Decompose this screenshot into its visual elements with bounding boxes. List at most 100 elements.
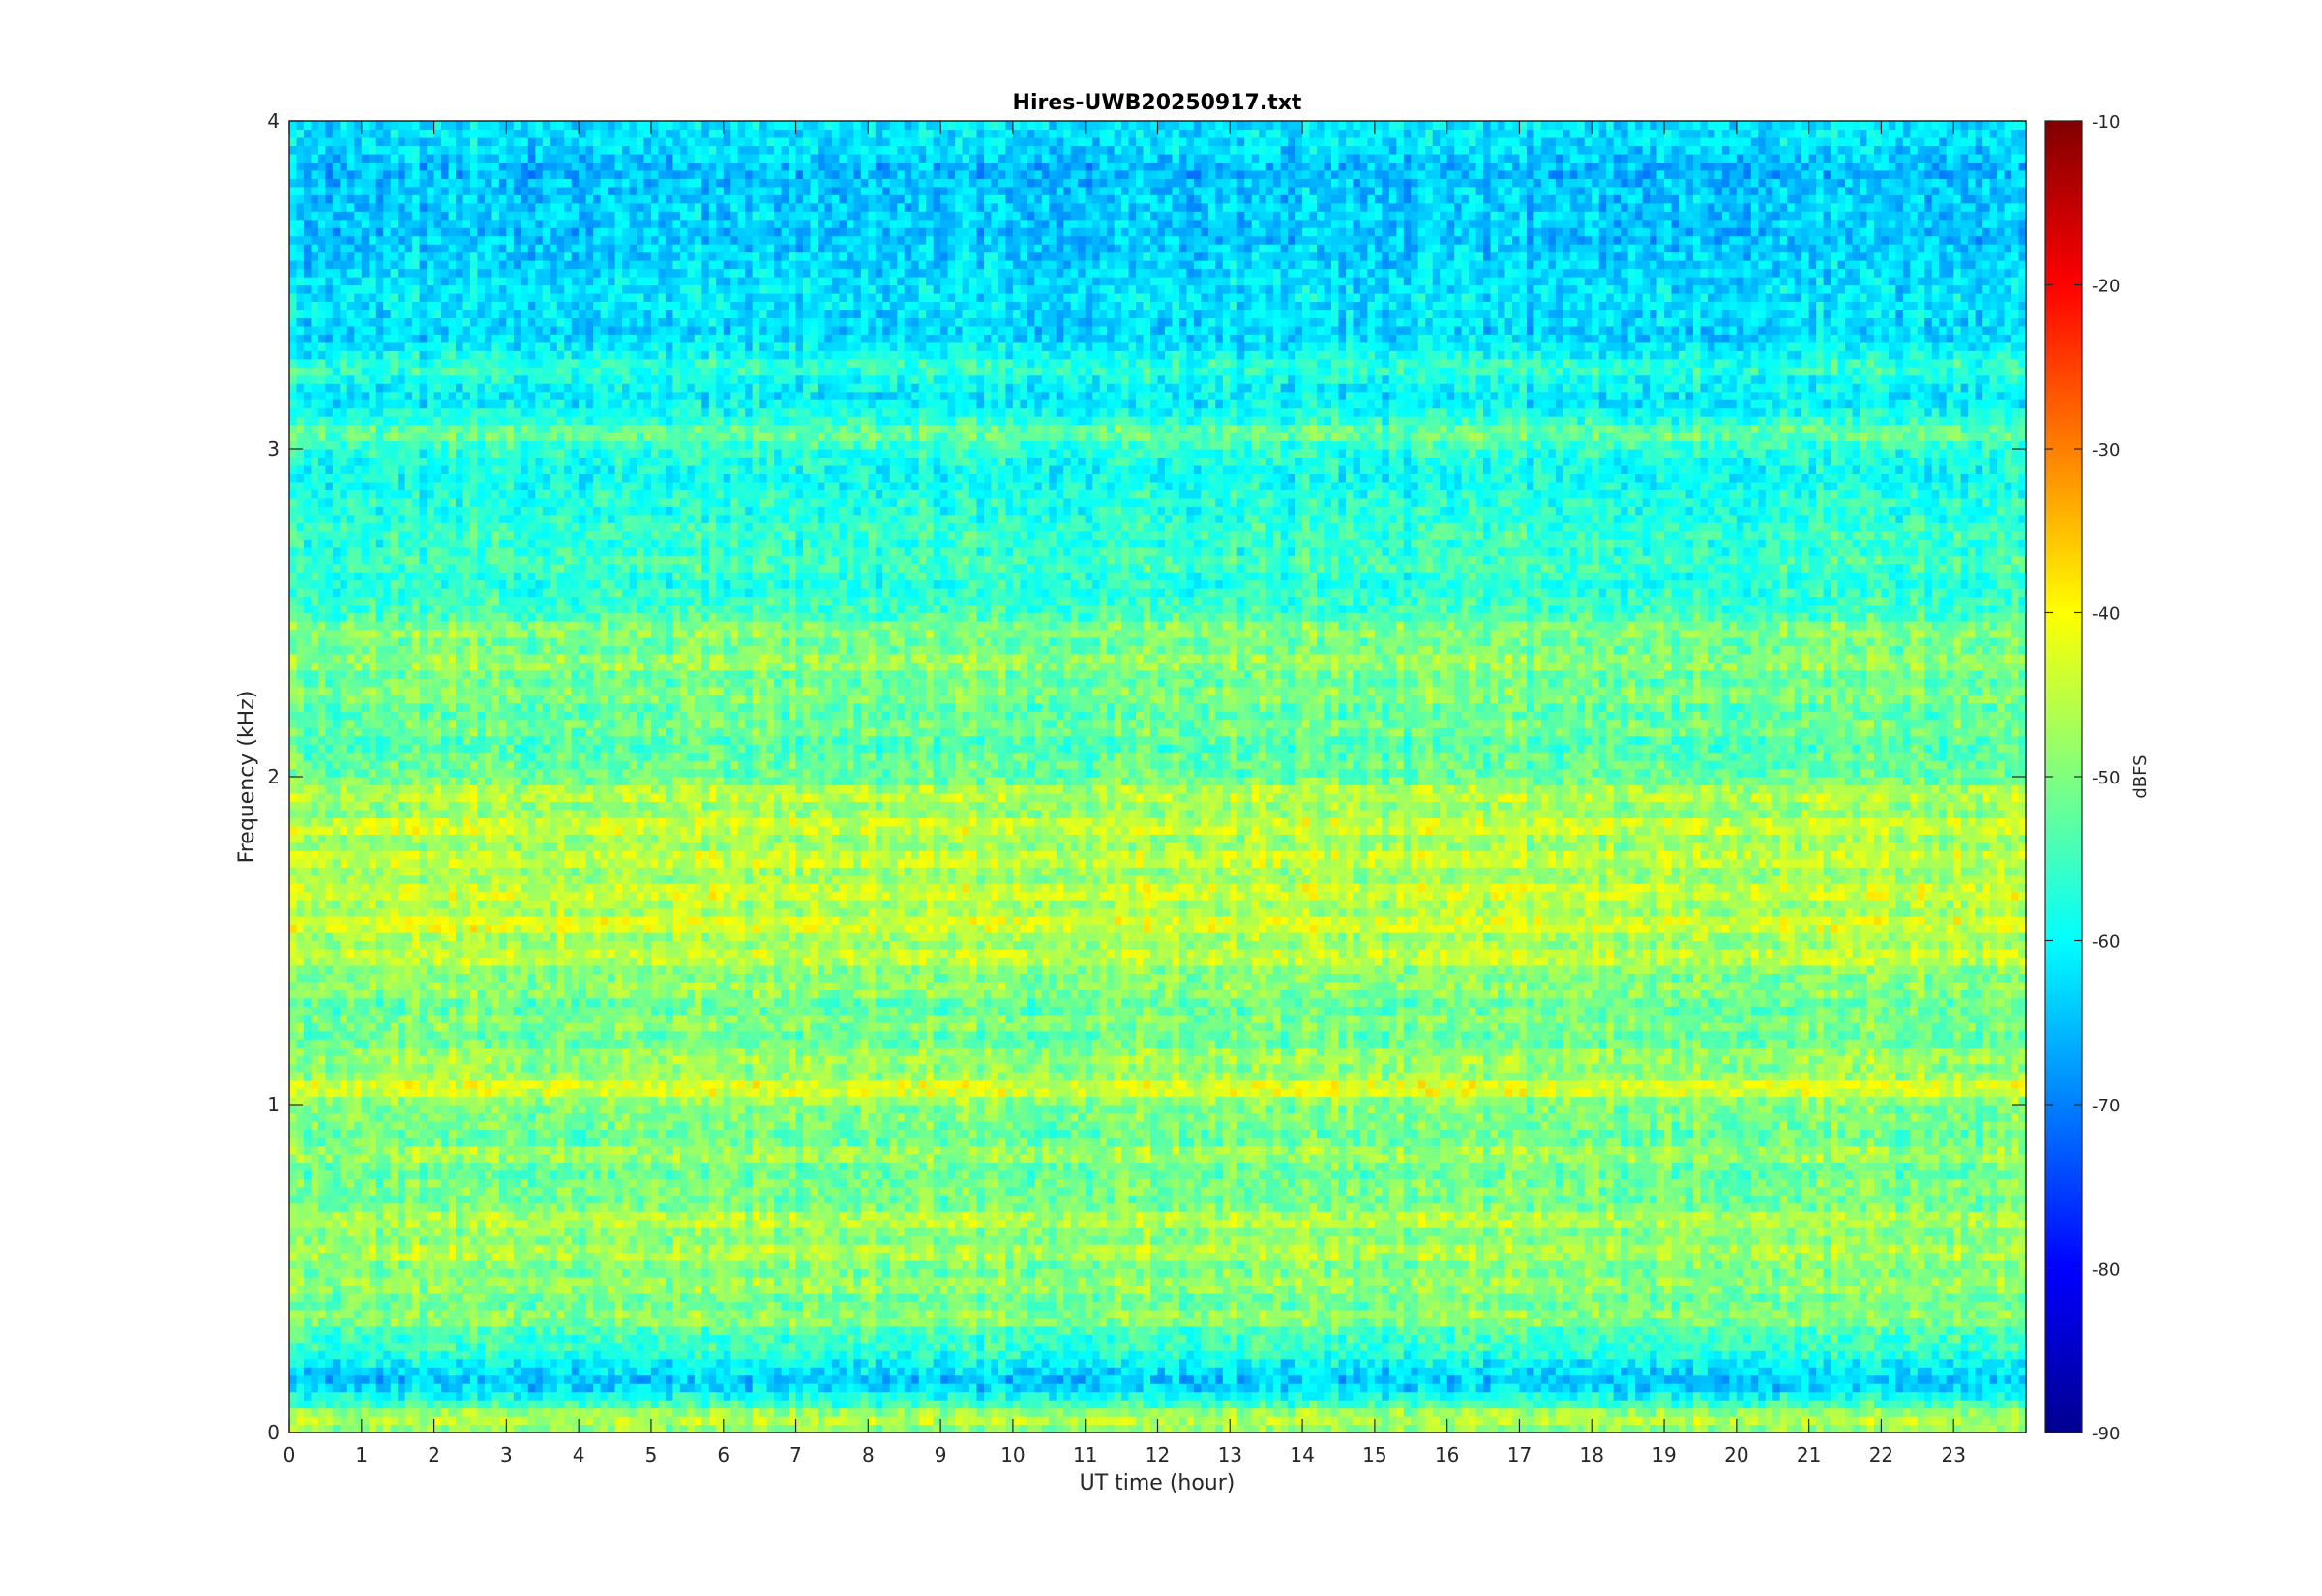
heatmap-cell — [333, 1408, 341, 1417]
heatmap-cell — [325, 1162, 333, 1170]
heatmap-cell — [318, 1277, 326, 1286]
heatmap-cell — [325, 1055, 333, 1064]
heatmap-cell — [289, 129, 297, 137]
heatmap-cell — [304, 670, 312, 679]
heatmap-cell — [325, 194, 333, 203]
heatmap-cell — [304, 932, 312, 941]
heatmap-cell — [304, 1055, 312, 1064]
heatmap-cell — [325, 637, 333, 646]
heatmap-cell — [304, 1408, 312, 1417]
heatmap-cell — [318, 465, 326, 474]
heatmap-cell — [311, 769, 318, 778]
heatmap-cell — [318, 473, 326, 482]
heatmap-cell — [340, 1285, 347, 1293]
heatmap-cell — [289, 227, 297, 236]
heatmap-cell — [325, 1326, 333, 1335]
heatmap-cell — [296, 998, 304, 1007]
heatmap-cell — [325, 572, 333, 580]
heatmap-cell — [333, 1425, 341, 1433]
heatmap-cell — [296, 1170, 304, 1179]
heatmap-cell — [296, 317, 304, 326]
heatmap-cell — [311, 425, 318, 433]
heatmap-cell — [318, 1162, 326, 1170]
heatmap-cell — [333, 900, 341, 908]
heatmap-cell — [296, 826, 304, 835]
heatmap-cell — [325, 654, 333, 663]
heatmap-cell — [296, 1408, 304, 1417]
heatmap-cell — [325, 727, 333, 736]
heatmap-cell — [325, 588, 333, 597]
heatmap-cell — [325, 220, 333, 228]
heatmap-cell — [289, 867, 297, 875]
heatmap-cell — [296, 1006, 304, 1015]
heatmap-cell — [325, 178, 333, 187]
heatmap-cell — [318, 489, 326, 498]
heatmap-cell — [311, 580, 318, 589]
heatmap-cell — [296, 555, 304, 564]
heatmap-cell — [304, 555, 312, 564]
heatmap-cell — [333, 678, 341, 687]
heatmap-cell — [318, 1195, 326, 1203]
heatmap-cell — [311, 350, 318, 359]
heatmap-cell — [333, 1088, 341, 1097]
heatmap-cell — [340, 1326, 347, 1335]
heatmap-cell — [311, 1138, 318, 1146]
heatmap-cell — [318, 1129, 326, 1138]
heatmap-cell — [325, 621, 333, 630]
heatmap-cell — [311, 727, 318, 736]
heatmap-cell — [325, 129, 333, 137]
heatmap-cell — [311, 875, 318, 884]
heatmap-cell — [311, 892, 318, 901]
heatmap-cell — [296, 1072, 304, 1080]
heatmap-cell — [304, 1211, 312, 1220]
heatmap-cell — [304, 801, 312, 810]
heatmap-cell — [289, 900, 297, 908]
heatmap-cell — [304, 892, 312, 901]
heatmap-cell — [289, 392, 297, 400]
heatmap-cell — [333, 703, 341, 712]
heatmap-cell — [304, 982, 312, 990]
heatmap-cell — [289, 908, 297, 917]
heatmap-cell — [296, 220, 304, 228]
heatmap-cell — [318, 260, 326, 269]
heatmap-cell — [289, 408, 297, 417]
heatmap-cell — [340, 1293, 347, 1302]
heatmap-cell — [325, 1097, 333, 1106]
heatmap-cell — [311, 187, 318, 195]
heatmap-cell — [311, 1310, 318, 1318]
heatmap-cell — [325, 784, 333, 793]
heatmap-cell — [318, 449, 326, 458]
heatmap-cell — [325, 1244, 333, 1253]
heatmap-cell — [325, 457, 333, 465]
heatmap-cell — [318, 801, 326, 810]
heatmap-cell — [333, 695, 341, 703]
heatmap-cell — [296, 1367, 304, 1375]
heatmap-cell — [318, 900, 326, 908]
heatmap-cell — [296, 670, 304, 679]
heatmap-cell — [296, 211, 304, 220]
heatmap-cell — [340, 1112, 347, 1121]
heatmap-cell — [296, 1375, 304, 1384]
heatmap-cell — [296, 1022, 304, 1031]
heatmap-cell — [318, 949, 326, 958]
heatmap-cell — [325, 489, 333, 498]
heatmap-cell — [333, 1203, 341, 1212]
heatmap-cell — [296, 383, 304, 392]
heatmap-cell — [311, 1343, 318, 1351]
heatmap-cell — [289, 760, 297, 769]
heatmap-cell — [289, 654, 297, 663]
heatmap-cell — [318, 727, 326, 736]
heatmap-cell — [304, 317, 312, 326]
heatmap-cell — [304, 1293, 312, 1302]
heatmap-cell — [296, 1277, 304, 1286]
heatmap-cell — [289, 1178, 297, 1187]
heatmap-cell — [325, 793, 333, 802]
heatmap-cell — [311, 1383, 318, 1392]
heatmap-cell — [325, 1253, 333, 1261]
heatmap-cell — [333, 449, 341, 458]
heatmap-cell — [333, 1367, 341, 1375]
heatmap-cell — [340, 1334, 347, 1343]
heatmap-cell — [325, 482, 333, 490]
heatmap-cell — [340, 1277, 347, 1286]
heatmap-cell — [311, 1211, 318, 1220]
